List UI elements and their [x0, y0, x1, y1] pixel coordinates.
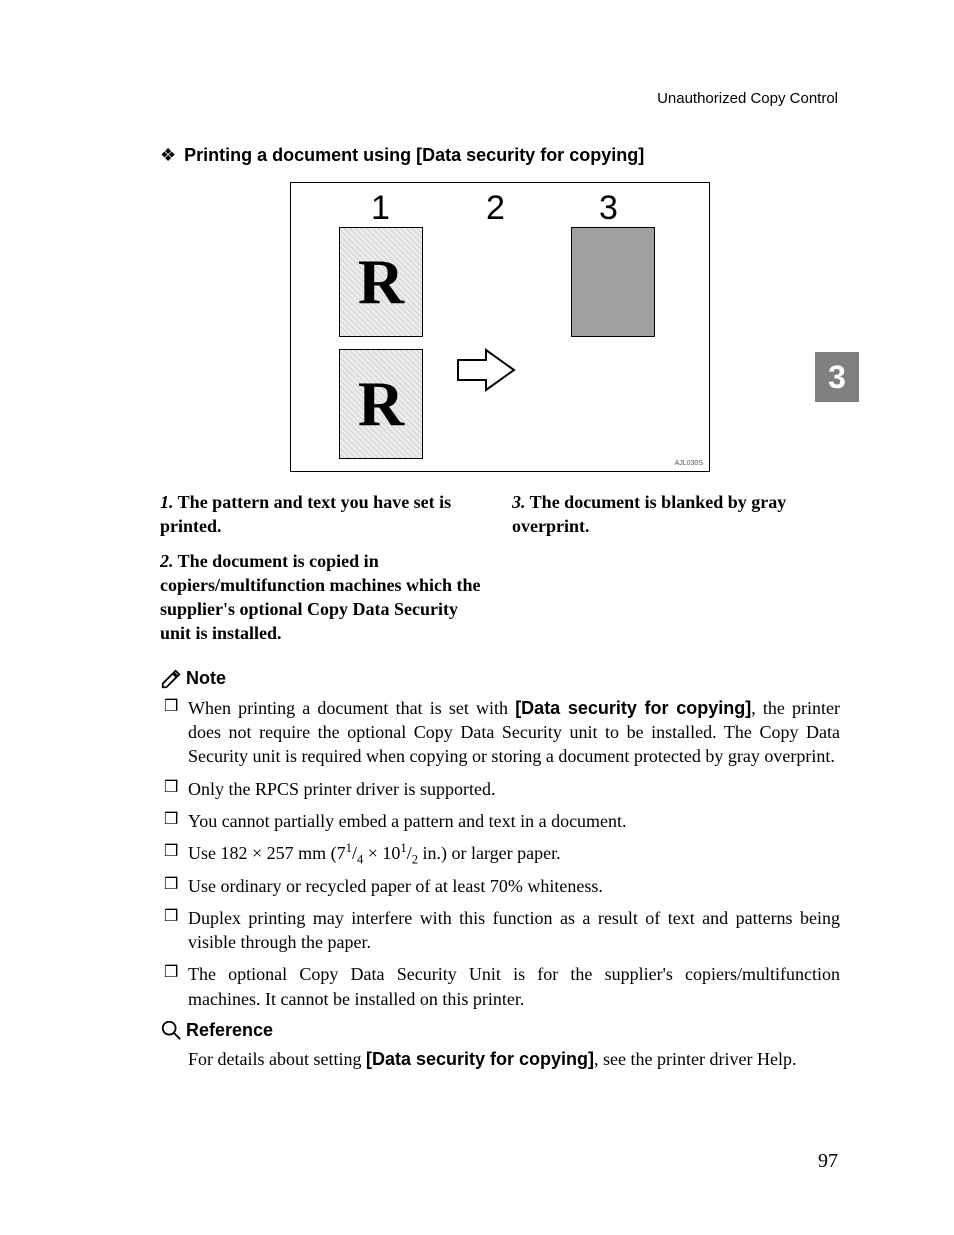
reference-heading: Reference [160, 1019, 840, 1041]
caption-3: 3. The document is blanked by gray overp… [512, 490, 840, 539]
page-content: ❖ Printing a document using [Data securi… [160, 145, 840, 1071]
note-item-4-post: in.) or larger paper. [418, 843, 561, 863]
reference-bold: [Data security for copying] [366, 1049, 594, 1069]
caption-2: 2. The document is copied in copiers/mul… [160, 549, 488, 646]
note-item-1-bold: [Data security for copying] [515, 698, 751, 718]
caption-3-text: The document is blanked by gray overprin… [512, 492, 786, 536]
reference-heading-text: Reference [186, 1020, 273, 1041]
header-text: Unauthorized Copy Control [657, 90, 838, 107]
diagram-doc-bottom: R [339, 349, 423, 459]
note-item-1-pre: When printing a document that is set wit… [188, 698, 515, 718]
reference-pre: For details about setting [188, 1049, 366, 1069]
diagram-label-2: 2 [486, 189, 505, 228]
diagram-r-letter: R [358, 245, 404, 319]
note-item-7: The optional Copy Data Security Unit is … [160, 962, 840, 1011]
reference-post: , see the printer driver Help. [594, 1049, 796, 1069]
note-heading: Note [160, 668, 840, 690]
reference-paragraph: For details about setting [Data security… [160, 1047, 840, 1071]
diagram: 1 2 3 R R AJL030S [290, 182, 710, 472]
diagram-code: AJL030S [675, 460, 703, 467]
diagram-doc-top: R [339, 227, 423, 337]
note-item-6: Duplex printing may interfere with this … [160, 906, 840, 955]
diagram-gray-doc [571, 227, 655, 337]
caption-3-num: 3. [512, 492, 526, 512]
caption-col-right: 3. The document is blanked by gray overp… [512, 490, 840, 656]
note-item-3: You cannot partially embed a pattern and… [160, 809, 840, 833]
note-item-4: Use 182 × 257 mm (71/4 × 101/2 in.) or l… [160, 841, 840, 865]
magnifier-icon [160, 1019, 182, 1041]
note-item-4-pre: Use 182 × 257 mm (7 [188, 843, 346, 863]
diagram-label-3: 3 [599, 189, 618, 228]
caption-2-text: The document is copied in copiers/multif… [160, 551, 481, 644]
caption-1-text: The pattern and text you have set is pri… [160, 492, 451, 536]
caption-columns: 1. The pattern and text you have set is … [160, 490, 840, 656]
pencil-icon [160, 668, 182, 690]
page-number: 97 [818, 1150, 838, 1173]
diagram-wrap: 1 2 3 R R AJL030S [160, 182, 840, 472]
diagram-label-1: 1 [371, 189, 390, 228]
note-list: When printing a document that is set wit… [160, 696, 840, 1011]
note-item-5: Use ordinary or recycled paper of at lea… [160, 874, 840, 898]
caption-col-left: 1. The pattern and text you have set is … [160, 490, 488, 656]
note-item-1: When printing a document that is set wit… [160, 696, 840, 769]
caption-2-num: 2. [160, 551, 174, 571]
caption-1-num: 1. [160, 492, 174, 512]
arrow-right-icon [456, 348, 516, 392]
section-title: Printing a document using [Data security… [184, 145, 644, 166]
note-item-2: Only the RPCS printer driver is supporte… [160, 777, 840, 801]
caption-1: 1. The pattern and text you have set is … [160, 490, 488, 539]
note-item-4-mid: × 10 [363, 843, 400, 863]
diagram-r-letter: R [358, 367, 404, 441]
section-title-row: ❖ Printing a document using [Data securi… [160, 145, 840, 166]
note-heading-text: Note [186, 668, 226, 689]
diamond-bullet-icon: ❖ [160, 145, 176, 166]
